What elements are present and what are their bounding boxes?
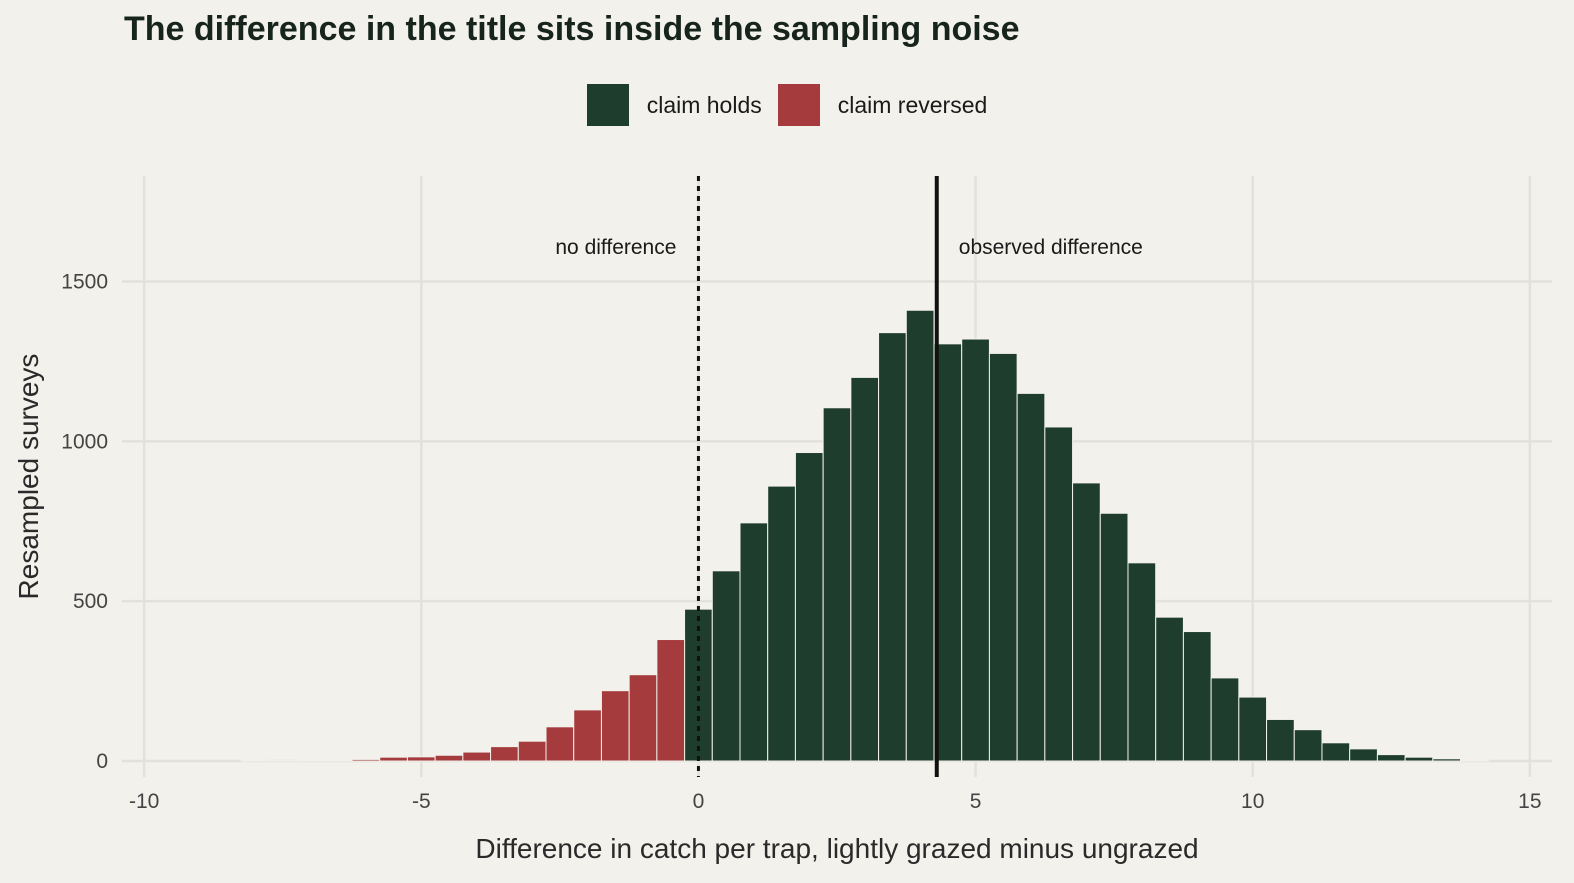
bar-claim-holds	[961, 338, 990, 762]
bar-claim-reversed	[296, 759, 325, 762]
x-tick-label: 0	[693, 790, 705, 813]
bar-claim-holds	[1127, 562, 1157, 762]
bar-claim-holds	[1044, 426, 1074, 762]
bar-claim-reversed	[628, 674, 658, 762]
bars	[240, 309, 1489, 762]
bar-claim-reversed	[351, 758, 381, 762]
tick-labels: -10 -5 0 5 10 15 0 500 1000 1500	[61, 270, 1541, 813]
bar-claim-holds	[767, 485, 796, 762]
bar-claim-reversed	[323, 759, 353, 762]
bar-claim-holds	[1016, 392, 1046, 762]
y-tick-label: 1000	[61, 430, 108, 453]
x-tick-label: 10	[1241, 790, 1264, 813]
bar-claim-reversed	[240, 759, 270, 762]
bar-claim-reversed	[517, 740, 547, 762]
bar-claim-holds	[1072, 482, 1101, 762]
y-tick-label: 0	[96, 750, 108, 773]
bar-claim-holds	[1266, 718, 1295, 762]
reference-line-label: no difference	[555, 236, 676, 259]
reference-lines: no difference observed difference	[555, 176, 1143, 777]
bar-claim-reversed	[656, 639, 686, 762]
bar-claim-holds	[794, 452, 824, 762]
bar-claim-holds	[1404, 756, 1434, 762]
bar-claim-holds	[1376, 754, 1406, 762]
bar-claim-holds	[822, 407, 852, 762]
bar-claim-holds	[1460, 759, 1489, 762]
bar-claim-holds	[1099, 512, 1129, 762]
legend-item-claim-reversed: claim reversed	[777, 84, 988, 126]
bar-claim-holds	[1321, 742, 1351, 762]
bar-claim-holds	[1432, 758, 1462, 762]
legend-swatch-claim-reversed	[777, 84, 820, 126]
bar-claim-holds	[1349, 748, 1378, 762]
bar-claim-holds	[739, 522, 769, 762]
y-axis-title: Resampled surveys	[13, 354, 44, 600]
bar-claim-reversed	[600, 690, 630, 762]
x-tick-label: 15	[1518, 790, 1541, 813]
bar-claim-holds	[988, 352, 1018, 762]
bar-claim-reversed	[406, 756, 436, 762]
bar-claim-holds	[905, 309, 935, 762]
x-tick-label: -5	[412, 790, 431, 813]
chart-title: The difference in the title sits inside …	[124, 10, 1020, 48]
y-tick-label: 1500	[61, 270, 108, 293]
legend-label-claim-holds: claim holds	[646, 91, 762, 118]
bar-claim-holds	[1210, 677, 1240, 762]
bar-claim-reversed	[379, 756, 408, 762]
legend: claim holds claim reversed	[0, 84, 1574, 126]
bar-claim-holds	[1293, 729, 1323, 762]
bar-claim-holds	[1155, 616, 1184, 762]
bar-claim-holds	[711, 570, 741, 762]
bar-claim-reversed	[545, 726, 575, 762]
bar-claim-holds	[1182, 631, 1212, 762]
x-tick-label: 5	[970, 790, 982, 813]
bar-claim-holds	[1238, 696, 1268, 762]
reference-line-label: observed difference	[959, 236, 1143, 259]
bar-claim-holds	[850, 376, 880, 762]
bar-claim-holds	[878, 332, 907, 762]
y-tick-label: 500	[73, 590, 108, 613]
x-tick-label: -10	[129, 790, 159, 813]
legend-label-claim-reversed: claim reversed	[837, 91, 988, 118]
bar-claim-reversed	[490, 746, 519, 762]
bar-claim-reversed	[434, 754, 464, 762]
bar-claim-reversed	[573, 709, 602, 762]
x-axis-title: Difference in catch per trap, lightly gr…	[475, 833, 1198, 864]
bar-claim-reversed	[462, 751, 492, 762]
legend-swatch-claim-holds	[586, 84, 629, 126]
legend-item-claim-holds: claim holds	[586, 84, 762, 126]
